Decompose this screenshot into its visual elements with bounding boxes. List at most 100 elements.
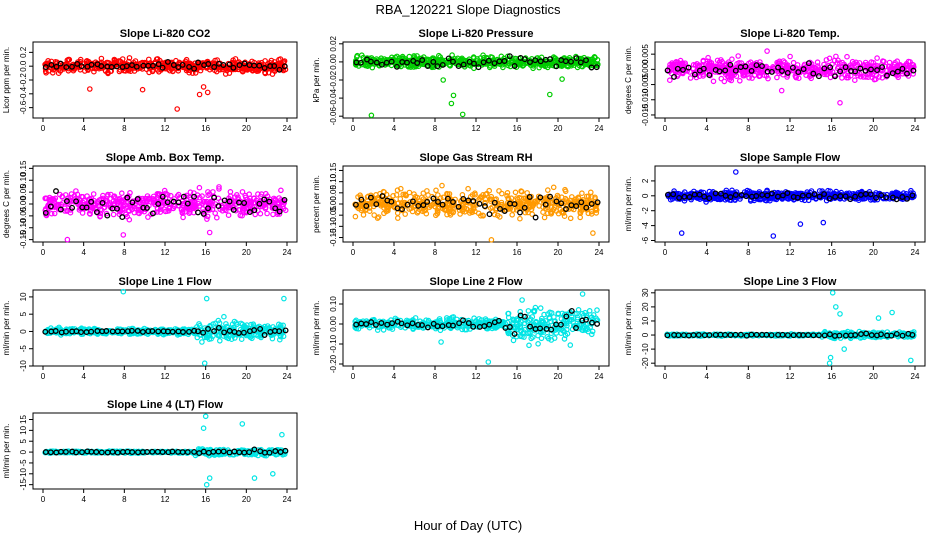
outlier-point <box>201 360 208 367</box>
data-point <box>480 212 486 219</box>
panel-title: Slope Line 1 Flow <box>119 276 212 288</box>
data-point <box>384 205 390 211</box>
outlier-point <box>281 295 287 302</box>
minute-point <box>789 64 796 71</box>
data-point <box>477 55 484 61</box>
minute-point <box>99 199 106 206</box>
data-point <box>541 214 548 221</box>
minute-point <box>563 313 570 320</box>
data-point <box>486 64 493 71</box>
y-tick-label: 10 <box>19 292 28 301</box>
data-point <box>525 325 532 331</box>
minute-point <box>583 204 590 211</box>
minute-point <box>753 62 760 69</box>
y-tick-label: -10 <box>641 343 650 355</box>
minute-point <box>874 67 881 74</box>
minute-point <box>899 194 906 200</box>
minute-point <box>367 58 374 65</box>
data-point <box>394 215 401 221</box>
minute-point <box>42 328 49 335</box>
data-point <box>529 203 536 210</box>
data-point <box>505 314 512 321</box>
data-point <box>518 188 525 195</box>
y-tick-label: 10 <box>641 316 650 325</box>
data-point <box>780 58 787 64</box>
minute-point <box>129 199 136 206</box>
data-point <box>145 214 151 220</box>
data-point <box>73 188 79 194</box>
minute-point <box>583 57 589 64</box>
data-point <box>865 74 872 81</box>
data-point <box>98 55 105 62</box>
data-point <box>239 189 246 195</box>
data-point <box>110 194 117 200</box>
x-tick-label: 12 <box>786 248 795 257</box>
data-point <box>851 77 858 84</box>
data-point <box>388 62 395 69</box>
y-tick-label: 0.00 <box>329 196 338 212</box>
data-point <box>886 59 893 66</box>
data-point <box>463 206 470 212</box>
minute-point <box>470 198 477 205</box>
minute-point <box>716 68 723 75</box>
x-tick-label: 16 <box>201 124 210 133</box>
minute-point <box>558 200 565 207</box>
data-point <box>821 71 828 78</box>
minute-point <box>893 196 900 203</box>
data-point <box>827 70 833 76</box>
minute-point <box>501 58 508 64</box>
data-point <box>270 211 276 218</box>
minute-point <box>88 198 95 205</box>
data-point <box>579 190 585 197</box>
x-tick-label: 24 <box>283 372 292 381</box>
minute-point <box>847 196 854 203</box>
data-point <box>89 65 96 71</box>
y-tick-label: -10 <box>19 360 28 372</box>
panel-title: Slope Line 3 Flow <box>744 276 837 288</box>
x-tick-label: 16 <box>827 124 836 133</box>
x-tick-label: 0 <box>41 124 46 133</box>
data-point <box>228 336 235 343</box>
minute-point <box>419 322 425 329</box>
data-point <box>45 202 51 209</box>
data-point <box>787 53 793 60</box>
minute-point <box>150 62 156 69</box>
data-point <box>419 194 425 201</box>
minute-point <box>261 332 268 338</box>
data-point <box>82 68 88 74</box>
y-tick-label: -0.20 <box>329 354 338 373</box>
minute-point <box>230 206 237 213</box>
panel-title: Slope Line 2 Flow <box>430 276 523 288</box>
data-point <box>127 190 133 196</box>
data-point <box>268 57 275 64</box>
minute-point <box>378 320 385 326</box>
data-point <box>153 56 160 63</box>
data-point <box>827 188 834 195</box>
y-tick-label: 0.10 <box>329 173 338 189</box>
data-point <box>100 197 106 204</box>
minute-point <box>195 209 201 216</box>
minute-point <box>686 194 693 200</box>
data-point <box>440 194 447 201</box>
data-point <box>690 62 697 68</box>
minute-point <box>691 71 698 78</box>
data-point <box>517 215 523 222</box>
minute-point <box>140 204 147 211</box>
outlier-point <box>732 169 739 175</box>
minute-point <box>527 323 534 330</box>
data-point <box>145 196 152 203</box>
data-point <box>275 321 282 328</box>
data-point <box>542 205 549 211</box>
data-point <box>548 204 555 211</box>
outlier-point <box>459 111 466 118</box>
data-point <box>568 316 575 323</box>
x-tick-label: 24 <box>595 248 604 257</box>
data-point <box>251 195 257 202</box>
minute-point <box>460 61 467 68</box>
minute-point <box>439 61 446 68</box>
minute-point <box>281 63 288 70</box>
data-point <box>179 209 186 216</box>
x-tick-label: 4 <box>81 124 86 133</box>
x-tick-label: 16 <box>201 372 210 381</box>
minute-point <box>517 209 523 216</box>
